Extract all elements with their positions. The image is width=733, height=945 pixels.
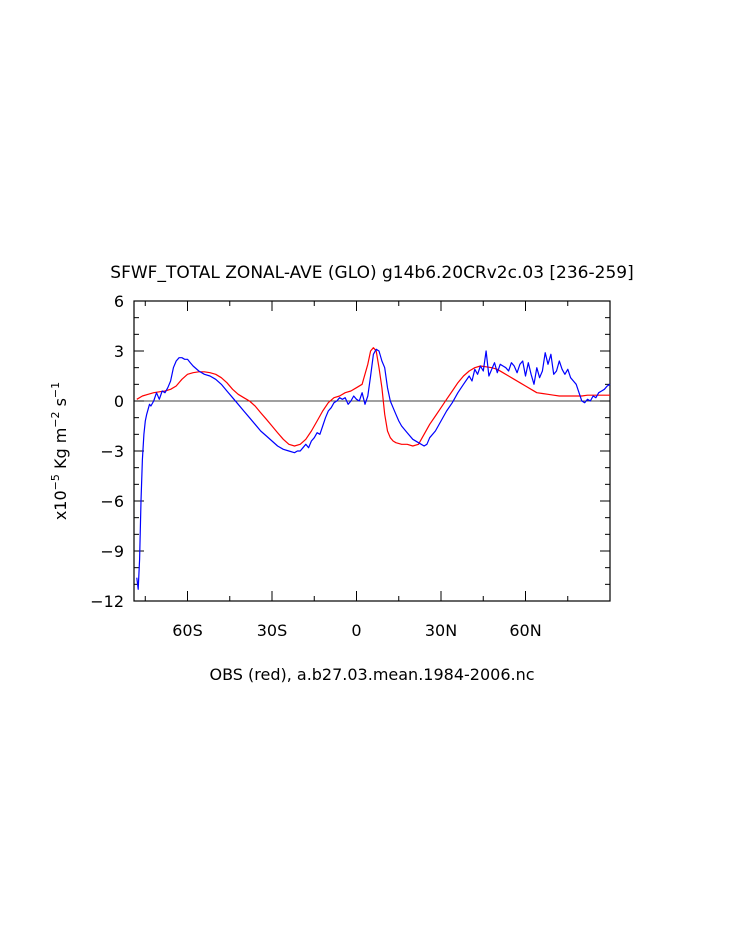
x-axis-label: OBS (red), a.b27.03.mean.1984-2006.nc (209, 665, 534, 684)
model-series-blue-line (136, 348, 611, 590)
y-label-prefix: x10 (51, 490, 70, 520)
y-tick-label: −6 (100, 492, 124, 511)
y-label-unit1-exp: −2 (49, 411, 62, 427)
plot-border (133, 300, 611, 602)
y-axis-label: x10−5 Kg m−2 s−1 (49, 382, 70, 520)
x-axis-ticks: 60S 30S 0 30N 60N (144, 301, 611, 640)
chart-title: SFWF_TOTAL ZONAL-AVE (GLO) g14b6.20CRv2c… (110, 263, 633, 283)
series-layer (136, 347, 611, 590)
x-tick-label: 30S (257, 621, 288, 640)
y-tick-label: 0 (114, 392, 124, 411)
y-tick-label: 6 (114, 292, 124, 311)
x-tick-label: 30N (425, 621, 457, 640)
x-tick-label: 0 (351, 621, 361, 640)
x-tick-label: 60S (172, 621, 203, 640)
y-label-unit1: Kg m (51, 428, 70, 474)
y-axis-ticks: −12 −9 −6 −3 0 3 6 (90, 292, 610, 611)
y-tick-label: −12 (90, 592, 124, 611)
x-tick-label: 60N (509, 621, 541, 640)
y-tick-label: −3 (100, 442, 124, 461)
y-label-prefix-exp: −5 (49, 474, 62, 490)
plot-frame (133, 300, 611, 602)
y-label-unit2: s (51, 398, 70, 411)
y-label-unit2-exp: −1 (49, 382, 62, 398)
y-tick-label: −9 (100, 542, 124, 561)
obs-series-red-line (136, 347, 610, 447)
y-tick-label: 3 (114, 342, 124, 361)
